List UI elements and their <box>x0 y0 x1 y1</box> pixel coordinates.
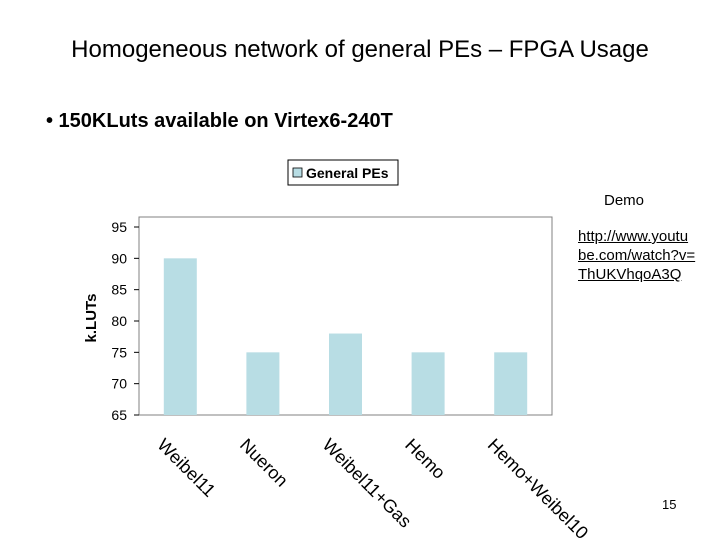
y-tick-label: 80 <box>111 313 127 329</box>
x-tick-label: Weibel11+Gas <box>319 435 416 532</box>
bar <box>494 352 528 415</box>
y-tick-label: 90 <box>111 250 127 266</box>
page-number: 15 <box>662 497 677 512</box>
x-tick-label: Hemo <box>401 435 449 483</box>
y-tick-label: 70 <box>111 376 127 392</box>
y-axis-label: k.LUTs <box>83 294 100 343</box>
bar <box>246 352 280 415</box>
bar <box>329 333 362 415</box>
chart-legend: General PEs <box>287 159 399 186</box>
bar <box>411 352 445 415</box>
y-tick-label: 75 <box>111 344 127 360</box>
y-tick-label: 95 <box>111 219 127 235</box>
x-tick-label: Hemo+Weibel10 <box>484 435 592 540</box>
legend-swatch <box>292 167 303 178</box>
y-tick-label: 65 <box>111 407 127 423</box>
demo-label: Demo <box>604 192 645 209</box>
y-tick-label: 85 <box>111 282 127 298</box>
demo-link[interactable]: http://www.youtube.com/watch?v=ThUKVhqoA… <box>578 228 696 283</box>
slide-title: Homogeneous network of general PEs – FPG… <box>71 36 649 63</box>
x-tick-label: Nueron <box>236 435 292 491</box>
bar <box>163 258 197 415</box>
bullet-text: • 150KLuts available on Virtex6-240T <box>46 110 393 132</box>
x-tick-label: Weibel11 <box>153 435 219 501</box>
legend-label: General PEs <box>306 165 389 181</box>
